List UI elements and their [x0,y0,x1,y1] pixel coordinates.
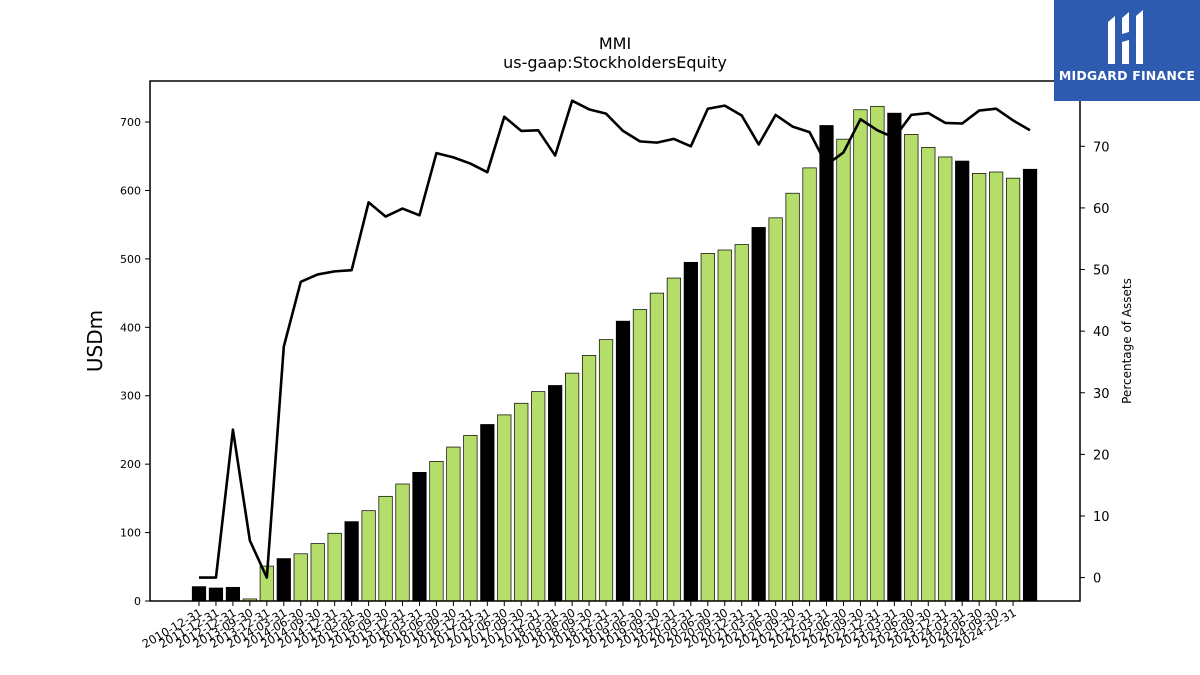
bar-annual [887,112,902,602]
bar-quarter [785,192,800,602]
y-tick-label: 600 [120,184,141,197]
y2-tick-label: 50 [1093,264,1110,279]
bar-annual [480,424,495,602]
bar-quarter [734,244,749,602]
y2-tick-label: 30 [1093,387,1110,402]
bar-quarter [649,292,665,602]
bar-quarter [497,414,512,602]
x-axis-ticks: 2010-12-312011-12-312012-12-312013-09-30… [140,601,1019,651]
plot-frame [149,80,1081,602]
bar-quarter [717,249,732,602]
midgard-logo-icon [1108,10,1143,64]
bar-quarter [1005,177,1021,602]
bar-annual [191,586,207,602]
y2-tick-label: 0 [1093,572,1101,587]
bar-annual [955,160,970,602]
bar-quarter [514,402,529,602]
y-axis-label: USDm [83,310,107,372]
bar-annual [615,320,631,602]
midgard-finance-logo: MIDGARD FINANCE [1054,0,1200,101]
bar-quarter [310,543,325,602]
percentage-of-assets-line [199,99,1031,579]
y-tick-label: 0 [134,595,141,608]
bar-annual [344,521,359,602]
bars [191,105,1038,602]
bar-quarter [768,217,783,602]
bar-quarter [921,147,936,602]
bar-quarter [972,173,987,602]
bar-quarter [361,510,376,602]
bar-quarter [565,372,580,602]
y-tick-label: 400 [120,321,141,334]
y-tick-label: 200 [120,458,141,471]
bar-annual [548,385,563,602]
bar-quarter [938,156,953,602]
y2-tick-label: 60 [1093,202,1110,217]
logo-text: MIDGARD FINANCE [1058,68,1196,83]
y2-tick-label: 10 [1093,510,1110,525]
bar-quarter [327,532,342,602]
line-series [199,99,1031,579]
bar-annual [208,587,224,602]
bar-quarter [446,446,461,602]
bar-annual [683,261,698,602]
bar-annual [1022,168,1038,602]
bar-quarter [666,277,681,602]
bar-quarter [904,134,919,602]
bar-quarter [802,167,817,602]
bar-quarter [378,495,393,602]
y2-tick-label: 70 [1093,140,1110,155]
bar-quarter [463,435,478,602]
y2-axis-ticks: 0 10 20 30 40 50 60 70 [1080,140,1110,587]
y-axis-ticks: 0 100 200 300 400 500 600 700 [120,116,150,608]
chart-subtitle: us-gaap:StockholdersEquity [503,53,727,72]
bar-quarter [293,553,308,602]
bar-annual [412,472,427,602]
y-tick-label: 700 [120,116,141,129]
bar-quarter [989,171,1004,602]
y-tick-label: 500 [120,253,141,266]
bar-quarter [836,138,851,602]
bar-quarter [700,253,715,602]
y2-axis-label: Percentage of Assets [1120,278,1134,404]
bar-annual [276,558,291,602]
bar-quarter [853,109,868,602]
bar-annual [751,227,766,602]
bar-quarter [632,309,648,602]
bar-quarter [870,105,885,602]
bar-annual [225,586,241,602]
y2-tick-label: 20 [1093,448,1110,463]
bar-quarter [598,339,614,602]
bar-quarter [429,461,444,602]
bar-quarter [395,483,410,602]
y2-tick-label: 40 [1093,325,1110,340]
bar-quarter [581,355,597,602]
chart-title: MMI [599,34,631,53]
y-tick-label: 100 [120,527,141,540]
bar-quarter [531,391,546,602]
y-tick-label: 300 [120,390,141,403]
bar-annual [819,125,834,602]
